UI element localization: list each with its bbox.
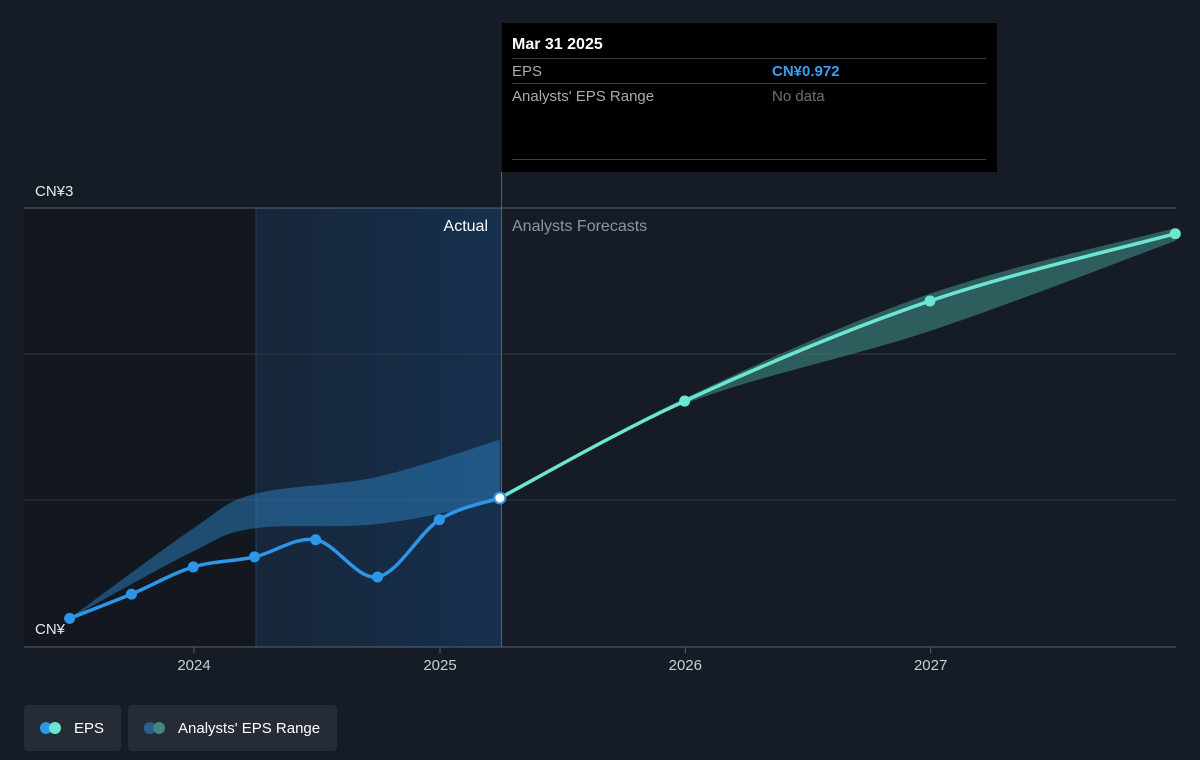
eps-point-2027-12-31 (1169, 228, 1181, 240)
tooltip-date: Mar 31 2025 (512, 36, 603, 53)
legend: EPS Analysts' EPS Range (24, 705, 338, 751)
gridlines (24, 207, 1176, 648)
eps-point-2023-12-31 (187, 561, 199, 573)
x-tick-label: 2024 (177, 657, 210, 674)
eps-point-2026-12-31 (924, 295, 936, 307)
eps-range-band-actual (69, 439, 500, 619)
eps-point-2024-09-30 (371, 571, 383, 583)
tooltip-range-label: Analysts' EPS Range (512, 87, 655, 105)
tooltip-eps-value: CN¥0.972 (772, 62, 840, 80)
tooltip: Mar 31 2025 EPS CN¥0.972 Analysts' EPS R… (502, 23, 997, 172)
actual-label: Actual (444, 218, 488, 235)
legend-item-range[interactable]: Analysts' EPS Range (128, 705, 338, 751)
eps-range-band-forecast (499, 228, 1176, 499)
eps-point-2023-09-30 (125, 588, 137, 600)
tooltip-range-row: Analysts' EPS Range No data (512, 83, 986, 108)
eps-point-2025-12-31 (679, 395, 691, 407)
eps-lines (67, 231, 1178, 621)
range-legend-dots-icon (144, 722, 166, 734)
legend-label-eps: EPS (74, 719, 105, 737)
x-tick-label: 2026 (669, 657, 702, 674)
tooltip-eps-row: EPS CN¥0.972 (512, 58, 986, 83)
eps-points (64, 228, 1181, 624)
eps-point-2024-12-31 (433, 514, 445, 526)
eps-point-2025-03-31 (493, 491, 507, 505)
x-axis-ticks: 2024 2025 2026 2027 (177, 647, 947, 674)
x-tick-label: 2027 (914, 657, 947, 674)
eps-point-2023-06-30 (64, 612, 76, 624)
eps-line-forecast (498, 231, 1178, 500)
past-shade (24, 208, 256, 647)
eps-point-2024-06-30 (310, 534, 322, 546)
eps-range-bands (69, 228, 1176, 619)
forecasts-label: Analysts Forecasts (512, 218, 647, 235)
eps-point-2024-03-31 (248, 551, 260, 563)
legend-label-range: Analysts' EPS Range (178, 719, 321, 737)
x-tick-label: 2025 (423, 657, 456, 674)
legend-item-eps[interactable]: EPS (24, 705, 122, 751)
eps-legend-dots-icon (40, 722, 62, 734)
tooltip-divider (512, 159, 986, 160)
y-tick-top: CN¥3 (35, 183, 73, 200)
tooltip-eps-label: EPS (512, 62, 543, 80)
y-tick-bottom: CN¥ (35, 621, 66, 638)
eps-line-actual (67, 496, 502, 621)
tooltip-range-value: No data (772, 87, 825, 105)
